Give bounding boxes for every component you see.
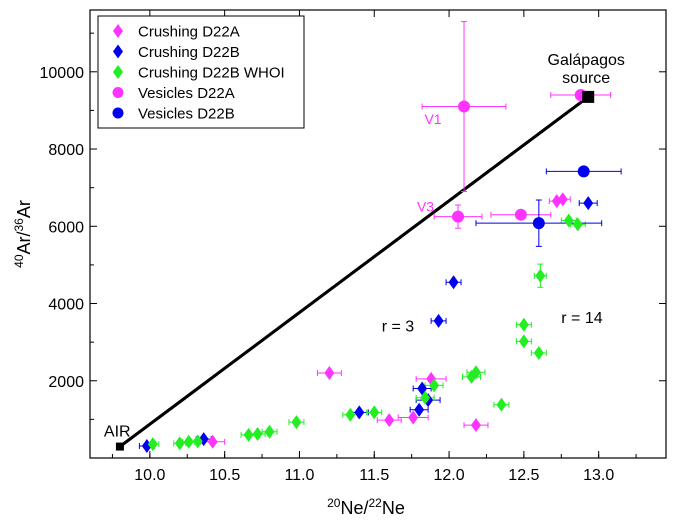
y-tick-label: 4000 [48,297,84,314]
x-tick-label: 13.0 [583,467,614,484]
legend-marker [113,44,123,59]
legend-items: Crushing D22A Crushing D22B Crushing D22B … [112,24,285,123]
legend-label: Vesicles D22A [138,85,235,102]
y-tick-label: 2000 [48,374,84,391]
air-endpoint [115,442,124,451]
y-tick-label: 10000 [40,65,85,82]
data-point-diamond [557,192,568,207]
x-tick-label: 11.5 [359,467,389,484]
data-point-diamond [533,345,544,360]
y-tick-label: 6000 [48,219,84,236]
x-axis-title-sup2: 22 [369,496,383,510]
legend-label: Crushing D22A [138,24,240,41]
data-point-circle [452,210,465,223]
data-point-diamond [384,413,395,428]
data-point-diamond [496,397,507,412]
data-point-diamond [264,424,275,439]
y-axis-title-base2: Ar [14,200,34,218]
legend-box [97,15,305,129]
y-axis-title: 40Ar/36Ar [12,200,34,268]
x-axis-title: 20Ne/22Ne [327,496,405,518]
x-tick-label: 10.5 [209,467,240,484]
data-point-circle [532,217,545,230]
plot-frame [89,9,667,459]
mixing-curve [119,95,590,448]
x-tick-label: 12.5 [508,467,539,484]
legend-label: Crushing D22B [138,44,240,61]
data-point-diamond [535,268,546,283]
data-point-diamond [429,378,440,393]
data-point-diamond [147,437,158,452]
y-tick-label: 8000 [48,142,84,159]
data-point-diamond [583,196,594,211]
data-point-diamond [414,402,425,417]
data-point-circle [577,165,590,178]
curve-label: r = 14 [561,310,602,327]
data-point-diamond [291,415,302,430]
data-point-diamond [369,405,380,420]
data-point-circle [458,100,471,113]
data-point-diamond [345,407,356,422]
data-point-diamond [470,418,481,433]
point-annotation: V1 [424,111,441,127]
data-point-diamond [408,410,419,425]
data-point-diamond [563,213,574,228]
data-point-diamond [324,366,335,381]
data-point-diamond [174,436,185,451]
data-point-diamond [354,405,365,420]
x-tick-label: 12.0 [433,467,464,484]
legend-marker [112,87,124,98]
data-point-diamond [192,434,203,449]
x-tick-label: 10.0 [134,467,165,484]
data-point-diamond [252,427,263,442]
point-annotation: V3 [417,199,434,215]
source-endpoint [582,90,595,103]
curve-label: r = 3 [382,318,415,335]
x-axis-title-sup1: 20 [327,496,341,510]
data-points [141,88,594,454]
data-point-diamond [207,434,218,449]
source-label-line1: Galápagos [548,52,625,69]
legend-marker [112,107,124,119]
x-axis-title-base2: Ne [382,498,405,518]
source-label-line2: source [562,70,610,87]
data-point-diamond [518,317,529,332]
data-point-diamond [433,313,444,328]
y-axis-title-sup1: 40 [12,254,26,268]
data-point-diamond [183,434,194,449]
axis-ticks: 10.0 10.5 11.0 11.5 12.0 12.5 13.0 2000 4000 6000… [40,10,666,484]
air-label: AIR [104,424,131,441]
data-point-diamond [243,427,254,442]
legend: Crushing D22A Crushing D22B Crushing D22B … [97,15,305,129]
data-point-diamond [420,390,431,405]
x-tick-label: 11.0 [284,467,314,484]
data-point-diamond [518,334,529,349]
data-point-circle [514,208,527,221]
y-axis-title-sup2: 36 [12,218,26,232]
data-point-diamond [448,275,459,290]
mixing-curves [119,95,590,448]
legend-label: Crushing D22B WHOI [138,65,285,82]
legend-label: Vesicles D22B [138,106,235,123]
y-axis-title-base1: Ar/ [14,231,34,254]
legend-marker [113,24,123,38]
legend-marker [113,65,123,79]
x-axis-title-base1: Ne/ [340,498,368,518]
data-point-diamond [470,365,481,380]
data-point-diamond [572,217,583,232]
